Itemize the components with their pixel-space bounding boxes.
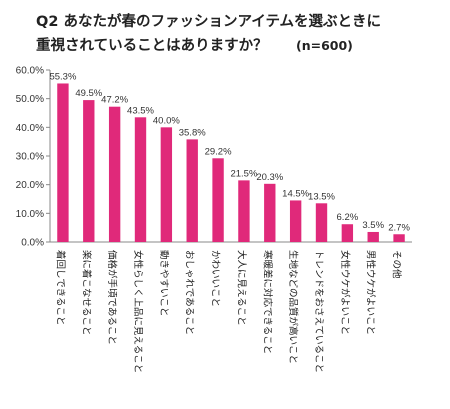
- y-tick-label: 50.0%: [16, 94, 44, 105]
- bar: [367, 231, 379, 242]
- category-label: 女性ウケがよいこと: [339, 250, 351, 335]
- chart-title-line1: Q2 あなたが春のファッションアイテムを選ぶときに: [36, 12, 381, 30]
- category-label: 生地などの品質が高いこと: [287, 250, 299, 364]
- y-tick-label: 40.0%: [16, 123, 44, 134]
- chart-title-sample-size: (n=600): [296, 38, 353, 53]
- bar: [186, 139, 198, 242]
- bar: [108, 106, 121, 243]
- data-label: 13.5%: [308, 191, 335, 202]
- bar: [264, 183, 276, 242]
- data-label: 49.5%: [75, 88, 102, 99]
- data-label: 14.5%: [282, 188, 309, 199]
- category-label: かわいいこと: [210, 250, 221, 307]
- data-label: 21.5%: [230, 168, 257, 179]
- data-label: 3.5%: [362, 220, 384, 231]
- value-labels: 55.3% 49.5%47.2%43.5%40.0%35.8% 29.2% 21.5%…: [49, 71, 410, 233]
- category-label: 女性らしく上品に見えること: [132, 250, 144, 373]
- category-label: 動きやすいこと: [158, 250, 169, 317]
- y-tick-label: 30.0%: [16, 152, 44, 163]
- bar: [289, 200, 302, 242]
- y-tick-label: 20.0%: [16, 180, 44, 191]
- category-labels: 着回しできること 楽に着こなせること 価格が手頃であること 女性らしく上品に見えること…: [54, 250, 402, 373]
- bar: [83, 100, 95, 242]
- data-label: 43.5%: [127, 105, 154, 116]
- category-label: 大人に見えること: [235, 250, 247, 326]
- category-label: 男性ウケがよいこと: [365, 250, 377, 335]
- data-label: 20.3%: [256, 172, 283, 183]
- y-tick-label: 0.0%: [21, 238, 44, 249]
- category-label: トレンドをおさえていること: [313, 250, 324, 373]
- bar: [134, 117, 147, 242]
- category-label: 寒暖差に対応できること: [261, 250, 273, 354]
- data-label: 29.2%: [205, 146, 232, 157]
- y-tick-label: 10.0%: [16, 209, 44, 220]
- chart-title-line2: 重視されていることはありますか？: [36, 36, 268, 54]
- bar: [238, 180, 250, 242]
- category-label: 着回しできること: [54, 250, 66, 326]
- bar: [212, 158, 224, 242]
- bar: [341, 224, 354, 242]
- data-label: 2.7%: [388, 222, 410, 233]
- bar: [57, 83, 69, 243]
- y-tick-label: 60.0%: [16, 66, 44, 77]
- data-label: 55.3%: [49, 71, 76, 82]
- data-label: 40.0%: [153, 115, 180, 126]
- bar: [393, 234, 405, 242]
- category-label: おしゃれであること: [184, 250, 195, 335]
- category-label: その他: [391, 250, 403, 279]
- category-label: 価格が手頃であること: [106, 250, 118, 345]
- bar-series: [57, 83, 405, 243]
- bar: [160, 127, 173, 242]
- bar: [315, 203, 328, 242]
- data-label: 6.2%: [337, 212, 359, 223]
- category-label: 楽に着こなせること: [80, 250, 92, 336]
- data-label: 35.8%: [179, 127, 206, 138]
- data-label: 47.2%: [101, 95, 128, 106]
